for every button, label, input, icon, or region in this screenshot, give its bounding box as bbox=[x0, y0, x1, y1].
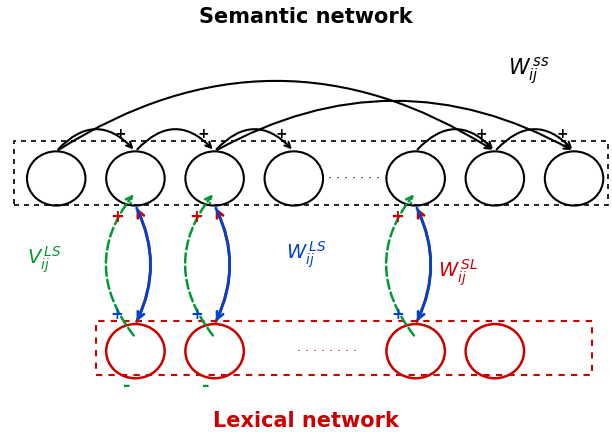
Text: Semantic network: Semantic network bbox=[199, 7, 413, 27]
Text: $W_{ij}^{\,LS}$: $W_{ij}^{\,LS}$ bbox=[286, 240, 326, 270]
Text: -: - bbox=[122, 377, 130, 395]
Text: +: + bbox=[114, 127, 126, 141]
Text: +: + bbox=[476, 127, 487, 141]
Text: -: - bbox=[202, 377, 209, 395]
Text: +: + bbox=[390, 208, 405, 226]
Text: +: + bbox=[189, 208, 203, 226]
Text: · · · · · · · ·: · · · · · · · · bbox=[328, 172, 388, 185]
Text: · · · · · · · ·: · · · · · · · · bbox=[297, 345, 357, 358]
Text: +: + bbox=[110, 208, 124, 226]
Text: $V_{ij}^{\,LS}$: $V_{ij}^{\,LS}$ bbox=[27, 244, 61, 275]
Bar bbox=[13, 141, 608, 205]
Text: Lexical network: Lexical network bbox=[213, 411, 399, 431]
Text: +: + bbox=[556, 127, 568, 141]
Text: +: + bbox=[198, 127, 209, 141]
Text: +: + bbox=[190, 307, 203, 322]
Text: $W_{ij}^{\,SL}$: $W_{ij}^{\,SL}$ bbox=[438, 257, 479, 288]
Bar bbox=[96, 321, 592, 375]
Text: $W_{ij}^{\,ss}$: $W_{ij}^{\,ss}$ bbox=[507, 56, 549, 87]
Text: +: + bbox=[276, 127, 288, 141]
Text: +: + bbox=[391, 307, 404, 322]
Text: +: + bbox=[111, 307, 124, 322]
